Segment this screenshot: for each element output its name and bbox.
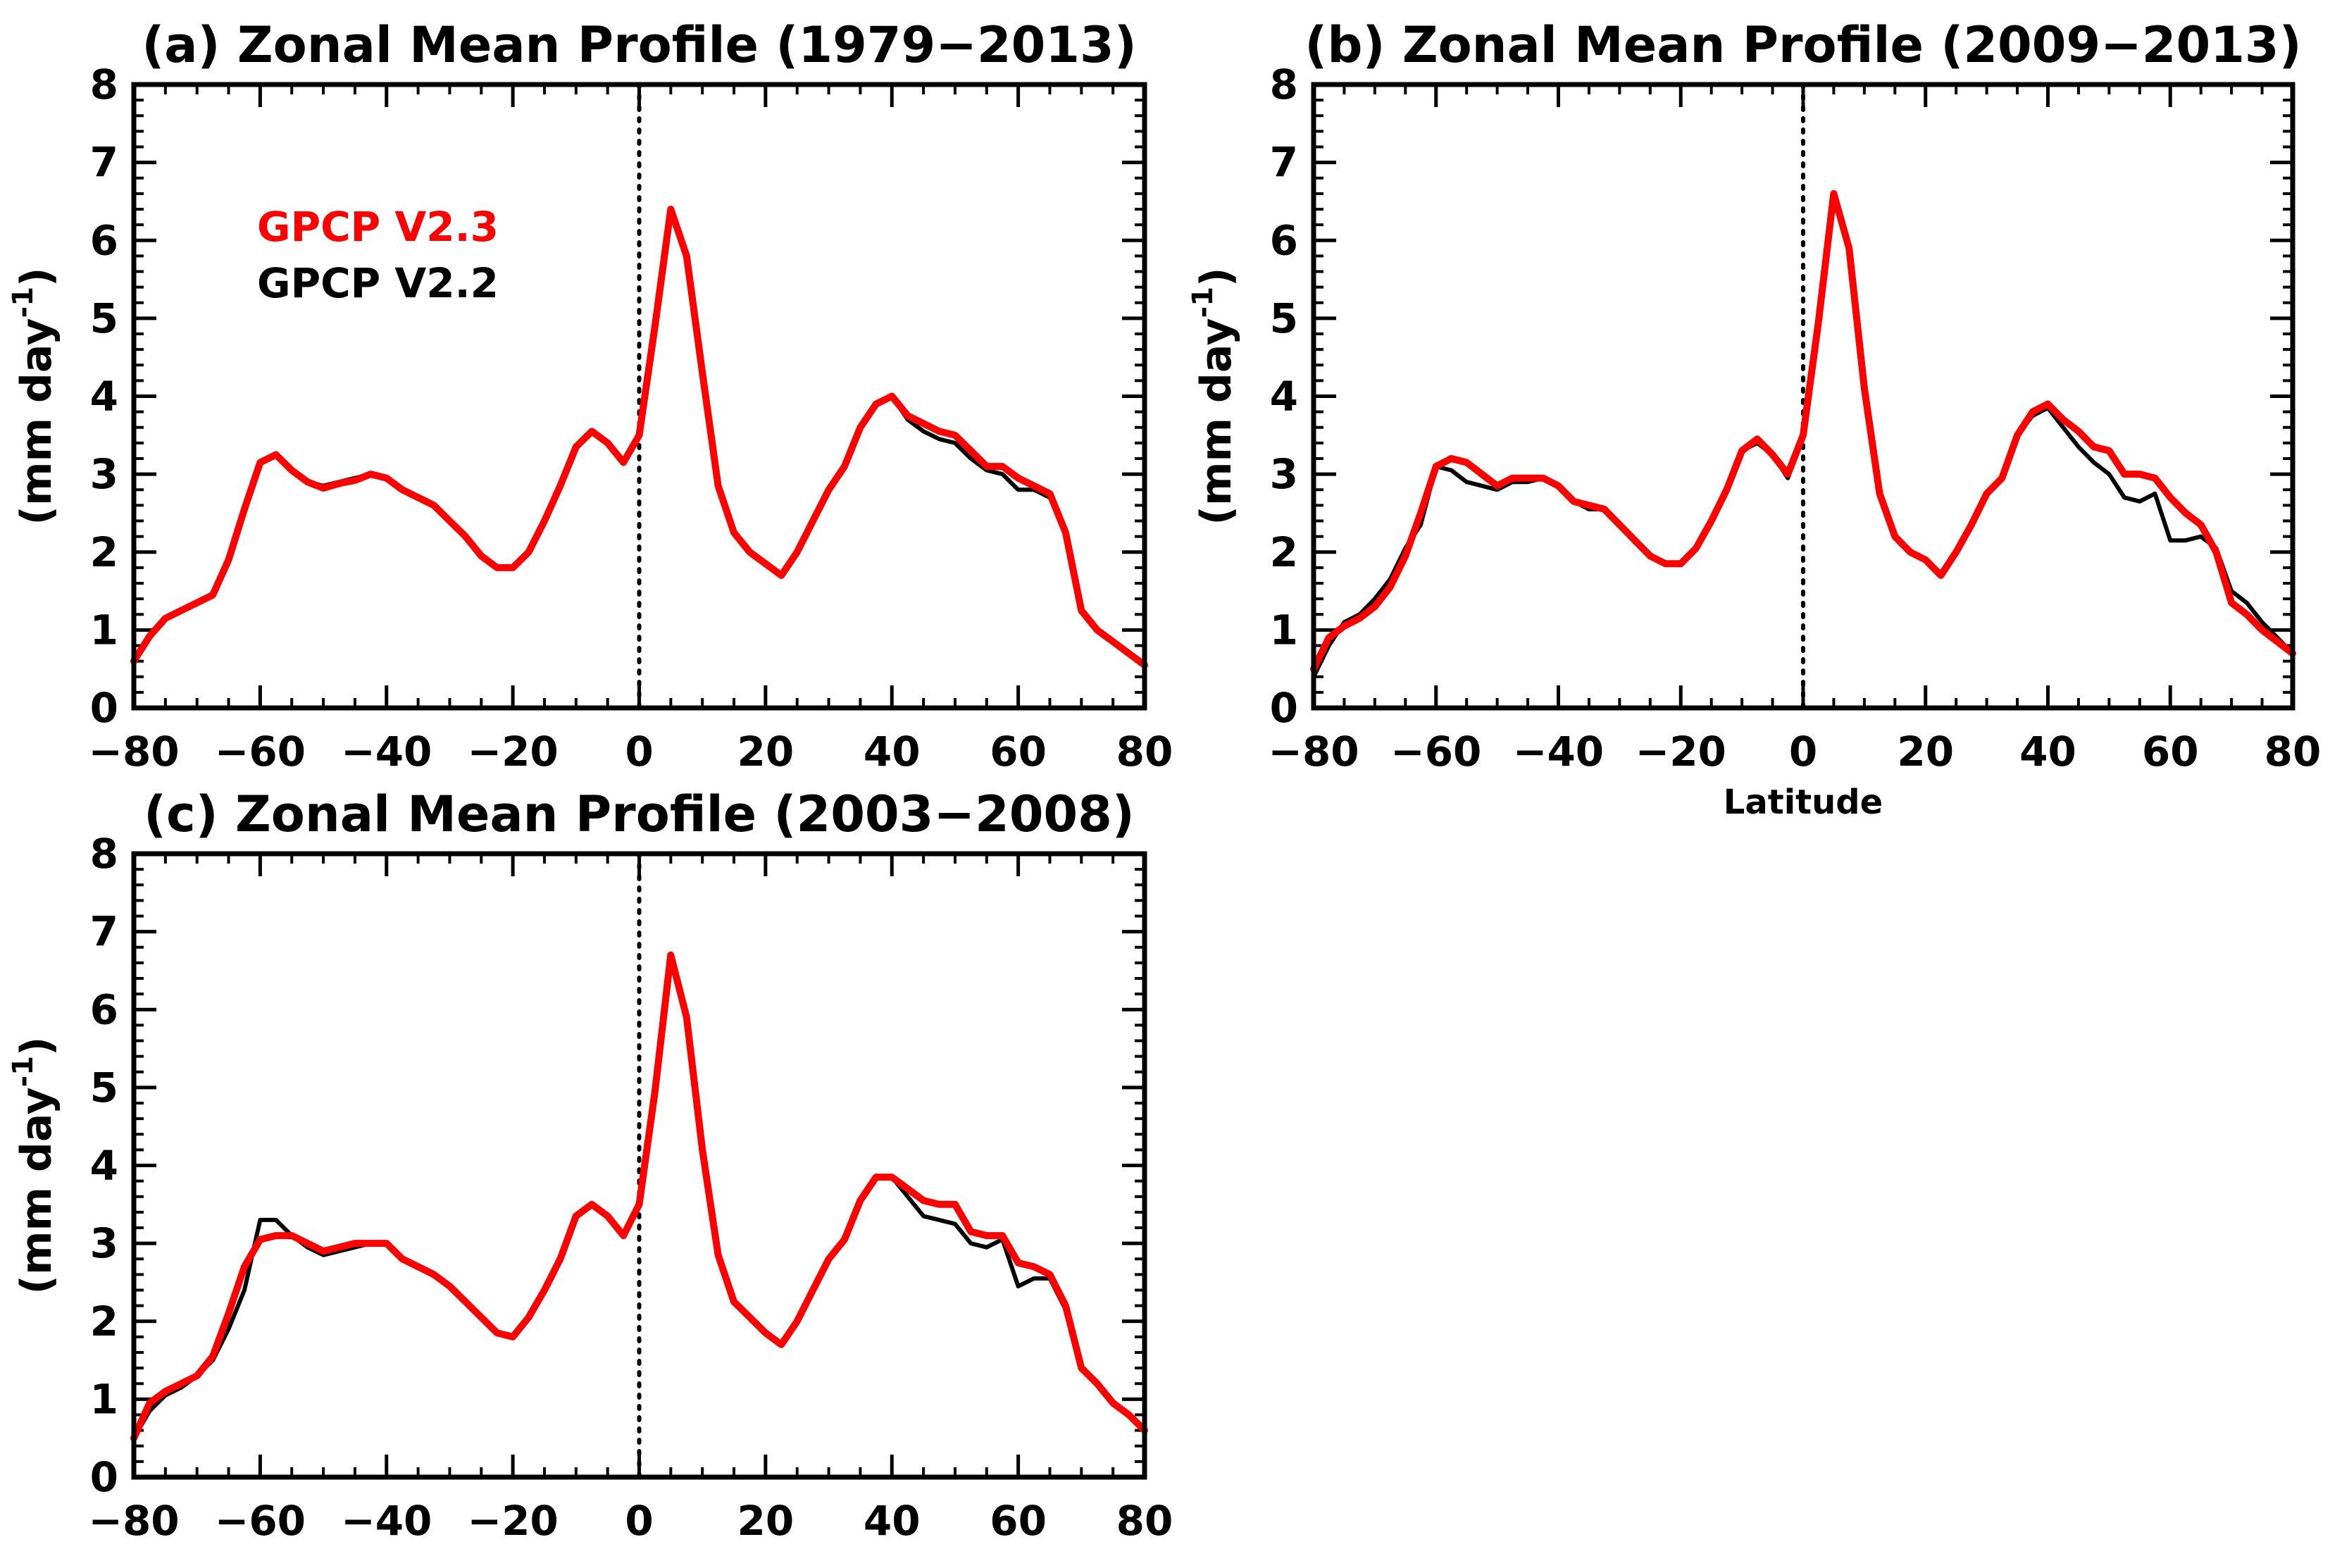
- panel-b: (b) Zonal Mean Profile (2009−2013) −80 −60…: [1187, 16, 2321, 822]
- y-axis-label-close: ): [1192, 268, 1241, 287]
- y-tick-label: 1: [90, 1375, 118, 1423]
- y-tick-label: 1: [90, 606, 118, 654]
- y-tick-label: 4: [90, 1142, 118, 1190]
- x-tick-label: 0: [625, 1497, 653, 1545]
- y-axis-label-close: ): [12, 1037, 61, 1056]
- x-tick-label: −20: [467, 728, 558, 776]
- y-tick-label: 0: [90, 684, 118, 732]
- x-tick-label: −80: [88, 1497, 179, 1545]
- y-tick-label: 2: [90, 1298, 118, 1345]
- x-tick-label: 40: [864, 728, 921, 776]
- y-tick-label: 3: [90, 1219, 118, 1267]
- plot-frame: [1311, 82, 2295, 711]
- x-tick-label: 60: [990, 1497, 1047, 1545]
- y-tick-label: 5: [1270, 294, 1298, 342]
- series-line-gpcp-v2-3: [130, 951, 1148, 1442]
- series-line-gpcp-v2-3: [1310, 189, 2296, 673]
- x-tick-label: −20: [1636, 728, 1726, 776]
- y-tick-label: 4: [1270, 373, 1298, 421]
- y-tick-label: 5: [90, 294, 118, 342]
- x-tick-label: 20: [737, 1497, 795, 1545]
- x-tick-label: −20: [467, 1497, 558, 1545]
- y-tick-label: 6: [90, 216, 118, 264]
- y-tick-label: 0: [1270, 684, 1298, 732]
- y-tick-label: 8: [1270, 61, 1298, 108]
- x-tick-label: −80: [1268, 728, 1359, 776]
- y-tick-label: 6: [90, 985, 118, 1033]
- x-tick-label: −40: [341, 728, 432, 776]
- y-axis-label: (mm day-1): [7, 1037, 61, 1295]
- y-tick-label: 8: [90, 830, 118, 878]
- x-tick-label: 20: [1897, 728, 1954, 776]
- y-tick-label: 3: [1270, 450, 1298, 498]
- x-tick-label: 60: [990, 728, 1047, 776]
- y-tick-label: 3: [90, 450, 118, 498]
- y-tick-label: 1: [1270, 606, 1298, 654]
- y-tick-label: 8: [90, 61, 118, 108]
- y-axis-label-exponent: -1: [7, 1056, 39, 1087]
- y-tick-label: 4: [90, 373, 118, 421]
- x-tick-label: 0: [625, 728, 653, 776]
- x-tick-label: 80: [2264, 728, 2322, 776]
- panel-title: (c) Zonal Mean Profile (2003−2008): [144, 785, 1135, 843]
- panel-c: (c) Zonal Mean Profile (2003−2008) −80 −60…: [7, 785, 1173, 1545]
- x-tick-label: −40: [341, 1497, 432, 1545]
- y-axis-label-close: ): [12, 268, 61, 287]
- y-tick-label: 6: [1270, 216, 1298, 264]
- x-tick-label: −60: [215, 728, 306, 776]
- panel-title: (b) Zonal Mean Profile (2009−2013): [1304, 16, 2301, 74]
- y-tick-label: 0: [90, 1453, 118, 1501]
- x-tick-label: 80: [1116, 1497, 1173, 1545]
- y-axis-label: (mm day-1): [7, 268, 61, 525]
- y-axis-label-exponent: -1: [1187, 287, 1219, 318]
- x-axis-label: Latitude: [1724, 783, 1883, 822]
- y-axis-label-exponent: -1: [7, 287, 39, 318]
- legend-label: GPCP V2.2: [257, 259, 499, 307]
- panel-title: (a) Zonal Mean Profile (1979−2013): [142, 16, 1136, 74]
- legend: GPCP V2.3 GPCP V2.2: [257, 203, 499, 307]
- panel-a: (a) Zonal Mean Profile (1979−2013) −80 −60…: [7, 16, 1173, 776]
- legend-label: GPCP V2.3: [257, 203, 499, 251]
- series-line-gpcp-v2-3: [130, 206, 1148, 669]
- x-tick-label: 0: [1789, 728, 1817, 776]
- x-tick-label: 80: [1116, 728, 1173, 776]
- y-tick-label: 7: [90, 908, 118, 956]
- plot-frame: [131, 851, 1147, 1480]
- x-tick-label: 40: [2019, 728, 2076, 776]
- y-tick-label: 7: [1270, 139, 1298, 187]
- y-tick-label: 7: [90, 139, 118, 187]
- plot-frame: [131, 82, 1147, 711]
- x-tick-label: −40: [1513, 728, 1604, 776]
- y-tick-label: 2: [90, 528, 118, 576]
- y-axis-label: (mm day-1): [1187, 268, 1241, 525]
- y-axis-label-base: (mm day: [1192, 318, 1241, 525]
- y-axis-label-base: (mm day: [12, 318, 61, 525]
- x-tick-label: 60: [2142, 728, 2199, 776]
- x-tick-label: −80: [88, 728, 179, 776]
- x-tick-label: −60: [1390, 728, 1481, 776]
- y-axis-label-base: (mm day: [12, 1087, 61, 1294]
- y-tick-label: 2: [1270, 528, 1298, 576]
- x-tick-label: 40: [864, 1497, 921, 1545]
- x-tick-label: −60: [215, 1497, 306, 1545]
- y-tick-label: 5: [90, 1064, 118, 1112]
- x-tick-label: 20: [737, 728, 795, 776]
